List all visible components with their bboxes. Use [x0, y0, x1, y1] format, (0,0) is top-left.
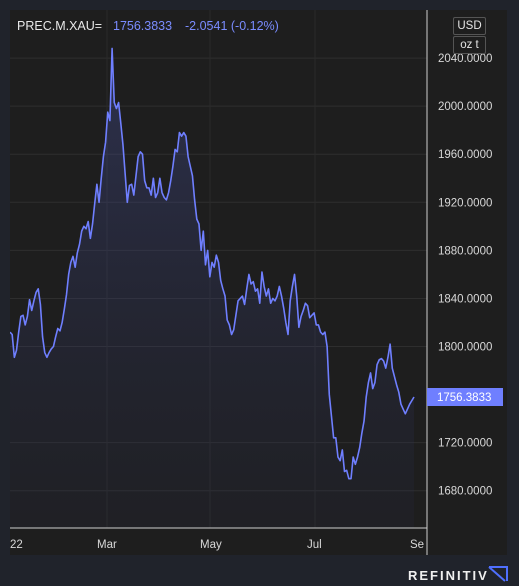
price-chart[interactable]: 2040.0000 2000.0000 1960.0000 1920.0000 1880…: [10, 10, 507, 555]
refinitiv-arrow-icon: [488, 566, 508, 582]
x-tick-label: 22: [10, 539, 23, 551]
currency-unit-button[interactable]: USD: [453, 17, 486, 35]
last-price-label: 1756.3833: [113, 19, 173, 33]
last-price-tag: [427, 387, 503, 406]
price-area-fill: [10, 48, 414, 529]
last-price-tag-label: 1756.3833: [437, 392, 491, 404]
x-tick-label: Jul: [307, 539, 322, 551]
x-tick-label: Mar: [97, 539, 117, 551]
chart-panel: 2040.0000 2000.0000 1960.0000 1920.0000 1880…: [10, 10, 507, 555]
x-tick-label: Se: [410, 539, 424, 551]
price-series-line: [10, 47, 415, 480]
y-tick-label: 2040.0000: [438, 53, 492, 65]
brand-logo-text: REFINITIV: [408, 568, 489, 583]
y-tick-label: 1880.0000: [438, 245, 492, 257]
y-tick-label: 1840.0000: [438, 293, 492, 305]
y-tick-label: 1960.0000: [438, 149, 492, 161]
symbol-label: PREC.M.XAU=: [17, 19, 103, 33]
y-tick-label: 2000.0000: [438, 101, 492, 113]
y-tick-label: 1720.0000: [438, 438, 492, 450]
x-tick-label: May: [200, 539, 222, 551]
y-tick-label: 1920.0000: [438, 197, 492, 209]
y-tick-label: 1800.0000: [438, 342, 492, 354]
weight-unit-button[interactable]: oz t: [453, 36, 486, 54]
price-change-label: -2.0541 (-0.12%): [185, 19, 279, 33]
y-tick-label: 1680.0000: [438, 486, 492, 498]
